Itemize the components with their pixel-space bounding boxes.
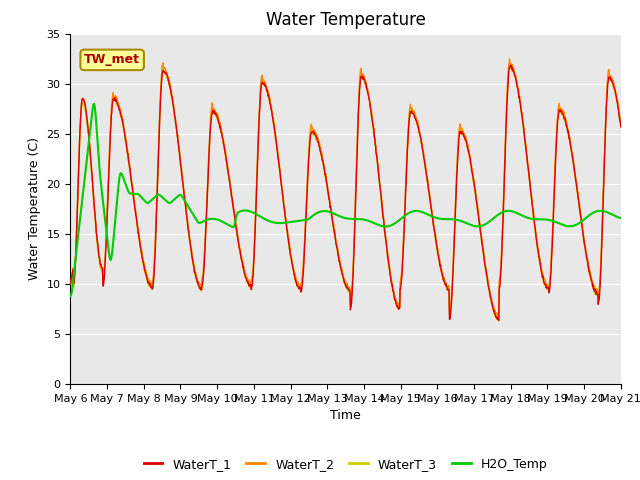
WaterT_2 (504, 87, 511, 93)
H2O_Temp (176, 192, 184, 198)
Line: WaterT_3: WaterT_3 (70, 64, 621, 321)
WaterT_1 (250, 248, 258, 253)
WaterT_2 (552, 137, 560, 143)
Line: WaterT_2: WaterT_2 (70, 59, 621, 317)
H2O_Temp (504, 208, 511, 214)
WaterT_2 (175, 146, 183, 152)
WaterT_2 (506, 56, 513, 62)
WaterT_3 (67, 285, 74, 290)
Title: Water Temperature: Water Temperature (266, 11, 426, 29)
WaterT_1 (552, 145, 560, 151)
H2O_Temp (552, 219, 559, 225)
WaterT_1 (504, 96, 511, 102)
WaterT_3 (552, 142, 560, 148)
WaterT_3 (506, 61, 513, 67)
WaterT_2 (617, 121, 625, 127)
H2O_Temp (189, 212, 197, 217)
Y-axis label: Water Temperature (C): Water Temperature (C) (28, 137, 41, 280)
WaterT_2 (189, 255, 196, 261)
WaterT_3 (504, 92, 511, 97)
WaterT_1 (175, 149, 183, 155)
WaterT_3 (175, 151, 183, 156)
WaterT_3 (617, 125, 625, 131)
Line: WaterT_1: WaterT_1 (70, 65, 621, 320)
WaterT_1 (431, 231, 439, 237)
H2O_Temp (617, 215, 625, 221)
Text: TW_met: TW_met (84, 53, 140, 66)
X-axis label: Time: Time (330, 409, 361, 422)
Legend: WaterT_1, WaterT_2, WaterT_3, H2O_Temp: WaterT_1, WaterT_2, WaterT_3, H2O_Temp (139, 453, 552, 476)
WaterT_2 (250, 240, 258, 245)
WaterT_1 (495, 317, 502, 323)
WaterT_2 (495, 314, 502, 320)
WaterT_3 (431, 232, 439, 238)
WaterT_1 (617, 124, 625, 130)
H2O_Temp (90, 101, 97, 107)
H2O_Temp (251, 210, 259, 216)
WaterT_3 (250, 243, 258, 249)
WaterT_2 (431, 229, 439, 235)
H2O_Temp (431, 215, 439, 220)
H2O_Temp (67, 293, 74, 299)
WaterT_3 (495, 318, 502, 324)
WaterT_1 (189, 258, 196, 264)
WaterT_3 (189, 260, 196, 266)
WaterT_1 (507, 62, 515, 68)
WaterT_1 (67, 281, 74, 287)
Line: H2O_Temp: H2O_Temp (70, 104, 621, 296)
WaterT_2 (67, 281, 74, 287)
